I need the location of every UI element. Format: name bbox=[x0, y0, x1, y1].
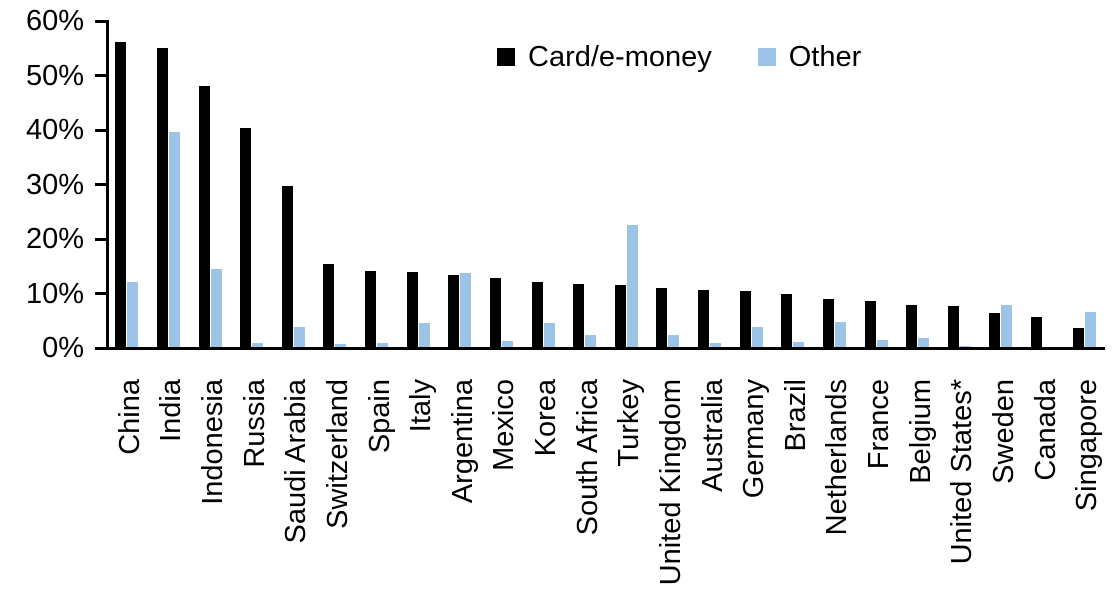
y-axis-tick bbox=[95, 19, 106, 23]
bar-other bbox=[751, 326, 763, 348]
bar-other bbox=[1001, 304, 1013, 348]
bar-card bbox=[1072, 327, 1084, 348]
x-axis-line bbox=[95, 347, 1105, 350]
legend-item-card: Card/e-money bbox=[497, 42, 712, 72]
bar-other bbox=[127, 281, 139, 348]
x-label: Argentina bbox=[446, 379, 479, 504]
bar-card bbox=[573, 284, 585, 348]
legend-swatch-card-icon bbox=[497, 48, 515, 66]
x-label: India bbox=[155, 379, 188, 442]
bar-card bbox=[781, 294, 793, 348]
x-label: Mexico bbox=[488, 379, 521, 471]
bar-card bbox=[739, 290, 751, 348]
x-label: Korea bbox=[530, 379, 563, 457]
bar-other bbox=[1084, 312, 1096, 348]
y-axis-tick bbox=[95, 237, 106, 241]
y-tick-label: 60% bbox=[25, 5, 84, 37]
bar-card bbox=[240, 127, 252, 348]
bar-other bbox=[335, 343, 347, 348]
bar-other bbox=[710, 342, 722, 348]
bar-card bbox=[656, 288, 668, 348]
bar-other bbox=[501, 340, 513, 348]
bar-other bbox=[168, 131, 180, 348]
x-label: Italy bbox=[405, 379, 438, 433]
x-label: Spain bbox=[363, 379, 396, 454]
bar-card bbox=[323, 263, 335, 348]
bar-card bbox=[115, 41, 127, 348]
bar-card bbox=[531, 281, 543, 348]
bar-card bbox=[156, 48, 168, 348]
y-axis-tick bbox=[95, 128, 106, 132]
legend-label-card: Card/e-money bbox=[528, 41, 712, 73]
bar-other bbox=[210, 268, 222, 348]
y-axis-tick bbox=[95, 74, 106, 77]
x-label: Canada bbox=[1029, 379, 1062, 481]
y-tick-label: 20% bbox=[25, 223, 84, 255]
x-label: Australia bbox=[696, 379, 729, 492]
bar-other bbox=[543, 323, 555, 348]
bar-card bbox=[1031, 316, 1043, 348]
y-tick-label: 40% bbox=[25, 114, 84, 146]
x-label: Switzerland bbox=[321, 379, 354, 529]
x-label: Indonesia bbox=[197, 379, 230, 505]
bar-card bbox=[947, 306, 959, 348]
x-label: France bbox=[863, 379, 896, 470]
legend-swatch-other-icon bbox=[757, 48, 776, 66]
legend-label-other: Other bbox=[788, 41, 862, 73]
x-label: Brazil bbox=[779, 379, 812, 452]
bar-other bbox=[876, 339, 888, 348]
bar-other bbox=[793, 342, 805, 348]
x-label: Germany bbox=[738, 379, 771, 499]
bar-card bbox=[698, 289, 710, 348]
x-label: Sweden bbox=[987, 379, 1020, 484]
bar-other bbox=[668, 335, 680, 348]
bar-other bbox=[834, 321, 846, 348]
bar-card bbox=[489, 277, 501, 348]
bar-card bbox=[406, 271, 418, 348]
x-label: Singapore bbox=[1071, 379, 1104, 512]
x-label: United Kingdom bbox=[654, 379, 687, 586]
bar-card bbox=[281, 186, 293, 348]
x-label: South Africa bbox=[571, 379, 604, 536]
bar-card bbox=[365, 271, 377, 348]
x-label: Russia bbox=[238, 379, 271, 468]
bar-card bbox=[989, 313, 1001, 348]
legend-item-other: Other bbox=[757, 41, 862, 73]
y-tick-label: 0% bbox=[42, 332, 84, 364]
bar-other bbox=[918, 337, 930, 348]
x-label: United States* bbox=[946, 379, 979, 565]
bar-card bbox=[822, 298, 834, 348]
y-axis-tick bbox=[95, 292, 106, 295]
bar-other bbox=[252, 342, 264, 348]
bar-card bbox=[448, 274, 460, 348]
bar-card bbox=[614, 284, 626, 348]
y-axis-tick bbox=[95, 183, 106, 186]
x-label: Netherlands bbox=[821, 379, 854, 536]
y-axis-line bbox=[106, 20, 109, 350]
bar-other bbox=[585, 335, 597, 348]
x-label: Saudi Arabia bbox=[280, 379, 313, 544]
bar-other bbox=[626, 224, 638, 348]
bar-other bbox=[418, 323, 430, 348]
bar-card bbox=[198, 85, 210, 348]
bar-other bbox=[460, 272, 472, 348]
y-tick-label: 50% bbox=[25, 59, 84, 92]
x-label: Turkey bbox=[613, 379, 646, 467]
x-label: China bbox=[113, 379, 146, 455]
bar-card bbox=[864, 301, 876, 348]
bar-other bbox=[377, 342, 389, 348]
y-tick-label: 30% bbox=[25, 168, 84, 201]
bar-card bbox=[906, 304, 918, 348]
y-tick-label: 10% bbox=[25, 277, 84, 310]
chart-legend: Card/e-money Other bbox=[497, 42, 861, 72]
bar-other bbox=[293, 327, 305, 348]
x-label: Belgium bbox=[904, 379, 937, 484]
